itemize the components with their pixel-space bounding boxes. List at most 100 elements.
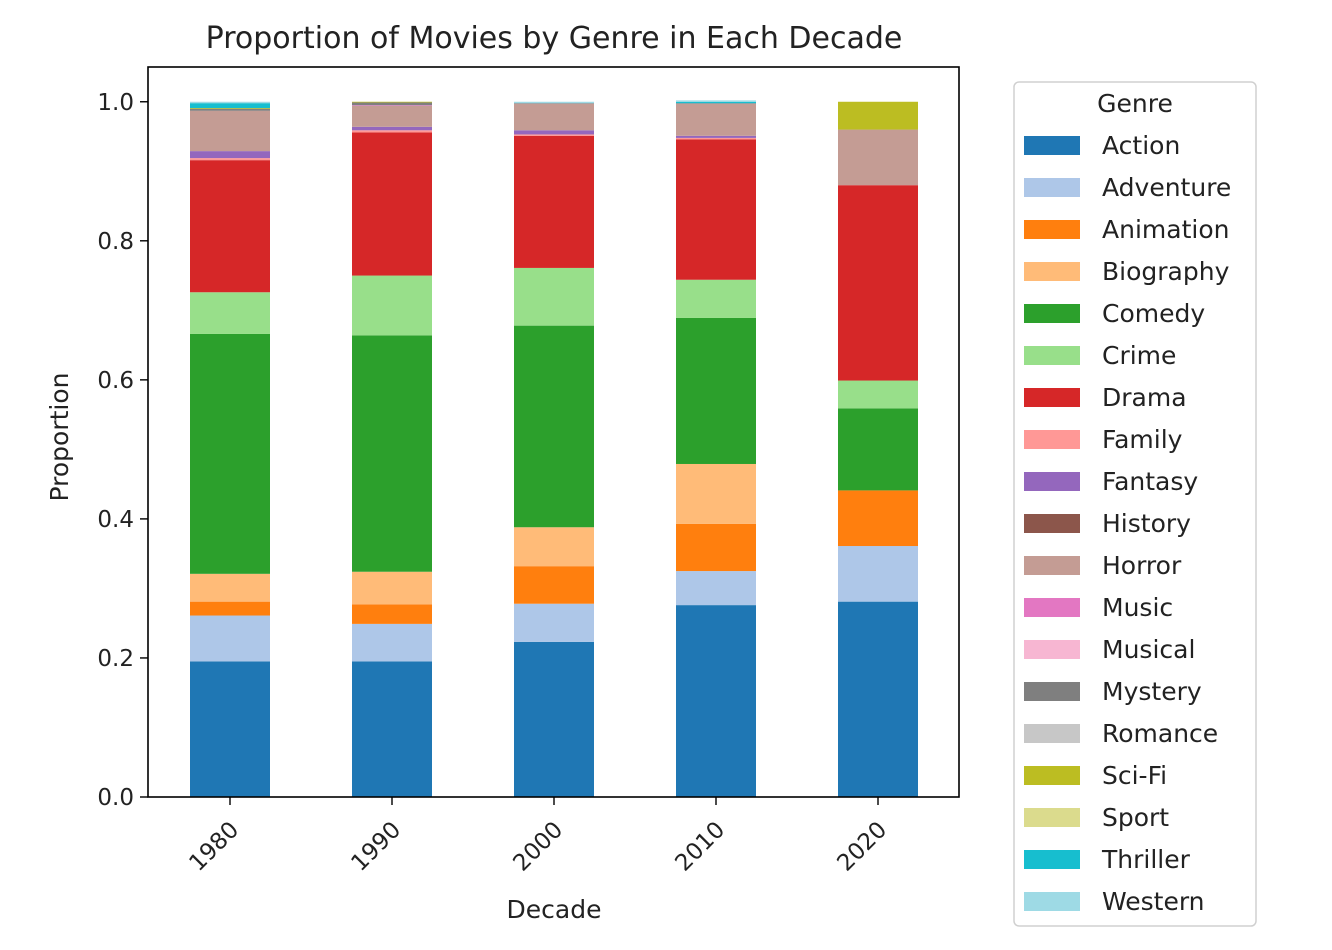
bar-segment-crime-1990: [352, 275, 432, 336]
legend-swatch-animation: [1024, 220, 1080, 239]
bar-segment-crime-2000: [514, 267, 594, 326]
legend-label-fantasy: Fantasy: [1102, 467, 1198, 496]
legend-label-musical: Musical: [1102, 635, 1195, 664]
bar-segment-adventure-2000: [514, 603, 594, 642]
legend-swatch-action: [1024, 136, 1080, 155]
legend-items: Action Adventure Animation Biography Comedy C…: [1024, 131, 1231, 916]
bar-segment-mystery-1990: [352, 102, 432, 106]
legend-label-drama: Drama: [1102, 383, 1187, 412]
bar-segment-mystery-2000: [514, 103, 594, 104]
bar-segment-drama-2010: [676, 139, 756, 280]
bar-segment-horror-1980: [190, 110, 270, 152]
bar-segment-crime-2010: [676, 279, 756, 318]
bar-segment-horror-1990: [352, 105, 432, 127]
legend-swatch-history: [1024, 514, 1080, 533]
bar-segment-family-1980: [190, 158, 270, 161]
bar-segment-sci-fi-1980: [190, 108, 270, 109]
legend-label-family: Family: [1102, 425, 1183, 454]
legend-swatch-drama: [1024, 388, 1080, 407]
bar-segment-sci-fi-1990: [352, 101, 432, 103]
legend-swatch-adventure: [1024, 178, 1080, 197]
y-tick-label: 0.2: [97, 646, 134, 672]
legend-label-romance: Romance: [1102, 719, 1218, 748]
bar-segment-family-2000: [514, 134, 594, 136]
x-tick-label: 1980: [184, 817, 244, 877]
bar-segment-fantasy-2010: [676, 135, 756, 138]
bar-segment-animation-2020: [838, 490, 918, 547]
legend-frame: [1013, 81, 1257, 927]
bar-segment-fantasy-1990: [352, 126, 432, 131]
legend-swatch-western: [1024, 892, 1080, 911]
y-tick-label: 0.4: [97, 507, 134, 533]
x-tick-label: 2010: [670, 817, 730, 877]
y-tick-label: 0.0: [97, 785, 134, 811]
bar-segment-action-2020: [838, 601, 918, 797]
bar-segment-biography-2000: [514, 527, 594, 567]
bar-segment-crime-1980: [190, 292, 270, 334]
legend-swatch-mystery: [1024, 682, 1080, 701]
bar-segment-drama-1980: [190, 160, 270, 293]
bar-segment-drama-1990: [352, 132, 432, 276]
legend-label-biography: Biography: [1102, 257, 1230, 286]
legend-swatch-sci-fi: [1024, 766, 1080, 785]
x-tick-label: 2020: [832, 817, 892, 877]
legend-swatch-music: [1024, 598, 1080, 617]
legend-swatch-family: [1024, 430, 1080, 449]
bar-segment-animation-1990: [352, 604, 432, 624]
bar-segment-animation-2000: [514, 566, 594, 604]
legend-label-crime: Crime: [1102, 341, 1176, 370]
legend-label-action: Action: [1102, 131, 1180, 160]
bar-segment-thriller-1980: [190, 103, 270, 109]
legend-label-western: Western: [1102, 887, 1205, 916]
legend-label-horror: Horror: [1102, 551, 1182, 580]
bar-segment-mystery-1980: [190, 108, 270, 111]
legend-title: Genre: [1097, 89, 1173, 118]
legend-label-adventure: Adventure: [1102, 173, 1231, 202]
bar-segment-action-1990: [352, 661, 432, 797]
bar-segment-animation-1980: [190, 601, 270, 616]
bar-segment-comedy-1990: [352, 335, 432, 572]
bar-segment-thriller-2010: [676, 101, 756, 104]
bar-segment-animation-2010: [676, 523, 756, 572]
bar-segment-biography-1990: [352, 571, 432, 605]
y-axis: 0.0 0.2 0.4 0.6 0.8 1.0: [97, 90, 148, 811]
legend-label-animation: Animation: [1102, 215, 1229, 244]
legend-swatch-sport: [1024, 808, 1080, 827]
bar-segment-adventure-1980: [190, 615, 270, 662]
x-tick-label: 1990: [346, 817, 406, 877]
y-tick-label: 1.0: [97, 90, 134, 116]
bar-segment-crime-2020: [838, 380, 918, 409]
bar-segment-western-2000: [514, 101, 594, 104]
bar-segment-biography-2010: [676, 463, 756, 524]
legend-swatch-biography: [1024, 262, 1080, 281]
bar-segment-comedy-2020: [838, 408, 918, 491]
bar-segment-family-1990: [352, 130, 432, 133]
y-axis-label: Proportion: [45, 373, 74, 502]
legend-label-history: History: [1102, 509, 1191, 538]
bar-segment-western-2010: [676, 100, 756, 102]
y-tick-label: 0.8: [97, 229, 134, 255]
legend-swatch-crime: [1024, 346, 1080, 365]
chart-title: Proportion of Movies by Genre in Each De…: [206, 21, 903, 56]
bar-segment-adventure-1990: [352, 623, 432, 662]
x-tick-label: 2000: [508, 817, 568, 877]
legend-label-comedy: Comedy: [1102, 299, 1205, 328]
legend-swatch-fantasy: [1024, 472, 1080, 491]
bar-segment-comedy-2010: [676, 317, 756, 464]
y-tick-label: 0.6: [97, 368, 134, 394]
bar-segment-horror-2010: [676, 103, 756, 136]
bar-segment-drama-2020: [838, 185, 918, 381]
legend-label-mystery: Mystery: [1102, 677, 1202, 706]
bar-segment-fantasy-2000: [514, 130, 594, 135]
bar-segment-family-2010: [676, 137, 756, 140]
x-axis-label: Decade: [507, 895, 602, 924]
bars-layer: [190, 100, 918, 797]
bar-segment-horror-2020: [838, 129, 918, 186]
legend-swatch-comedy: [1024, 304, 1080, 323]
bar-segment-action-2010: [676, 605, 756, 797]
bar-segment-music-1990: [352, 105, 432, 106]
bar-segment-mystery-2010: [676, 103, 756, 104]
legend-label-sci-fi: Sci-Fi: [1102, 761, 1167, 790]
